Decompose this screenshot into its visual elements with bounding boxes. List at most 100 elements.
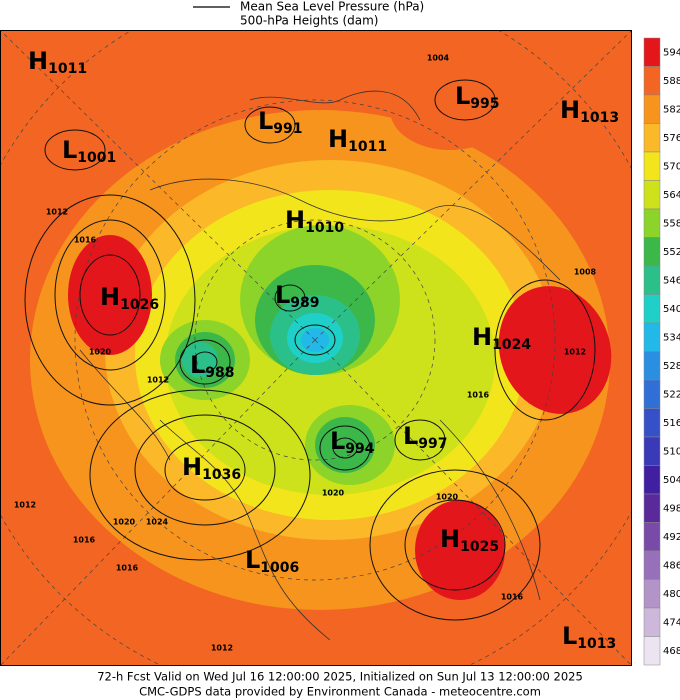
center-kind: L: [455, 82, 470, 110]
isobar-label: 1016: [74, 236, 97, 245]
center-value: 991: [273, 121, 302, 137]
center-kind: H: [285, 206, 305, 234]
center-kind: L: [330, 427, 345, 455]
center-kind: L: [258, 107, 273, 135]
color-swatch: [643, 465, 661, 495]
field: [415, 500, 505, 600]
color-swatch: [643, 636, 661, 666]
center-value: 997: [418, 436, 447, 452]
colorbar-label: 504: [663, 475, 680, 486]
isobar-label: 1012: [46, 208, 68, 217]
colorbar-label: 594: [663, 47, 680, 58]
center-value: 1013: [580, 110, 619, 126]
center-kind: H: [440, 525, 460, 553]
color-swatch: [643, 522, 661, 552]
field: [390, 70, 510, 150]
center-value: 1024: [492, 337, 531, 353]
isobar-label: 1020: [113, 518, 136, 527]
colorbar-label: 540: [663, 304, 680, 315]
pressure-center: H1025: [440, 525, 499, 555]
pressure-center: L995: [455, 82, 500, 112]
colorbar-label: 486: [663, 560, 680, 571]
legend-text: Mean Sea Level Pressure (hPa): [240, 0, 424, 14]
color-swatch: [643, 322, 661, 352]
color-swatch: [643, 579, 661, 609]
center-value: 1036: [202, 467, 241, 483]
pressure-center: H1013: [560, 96, 619, 126]
center-kind: H: [100, 283, 120, 311]
center-kind: L: [245, 546, 260, 574]
field: [315, 417, 375, 473]
color-swatch: [643, 408, 661, 438]
color-swatch: [643, 493, 661, 523]
color-swatch: [643, 37, 661, 67]
color-swatch: [643, 208, 661, 238]
pressure-center: L988: [190, 351, 235, 381]
center-value: 1011: [48, 61, 87, 77]
pressure-center: H1010: [285, 206, 344, 236]
isobar-label: 1016: [73, 536, 96, 545]
pressure-center: L1013: [562, 622, 616, 652]
isobar-label: 1012: [14, 501, 36, 510]
pressure-center: H1024: [472, 323, 531, 353]
colorbar-label: 564: [663, 190, 680, 201]
colorbar-label: 498: [663, 503, 680, 514]
colorbar-label: 546: [663, 275, 680, 286]
pressure-center: L989: [275, 281, 320, 311]
color-swatch: [643, 94, 661, 124]
colorbar-label: 570: [663, 161, 680, 172]
isobar-label: 1016: [501, 593, 524, 602]
center-value: 1026: [120, 297, 159, 313]
color-swatch: [643, 379, 661, 409]
colorbar-label: 582: [663, 104, 680, 115]
color-swatch: [643, 237, 661, 267]
center-value: 989: [290, 295, 319, 311]
center-kind: H: [472, 323, 492, 351]
footer-text: CMC-GDPS data provided by Environment Ca…: [139, 685, 541, 699]
center-value: 1010: [305, 220, 344, 236]
center-value: 988: [205, 365, 234, 381]
color-swatch: [643, 351, 661, 381]
center-kind: H: [328, 125, 348, 153]
color-swatch: [643, 294, 661, 324]
center-value: 1006: [260, 560, 299, 576]
isobar-label: 1016: [116, 564, 139, 573]
map-frame: [0, 30, 632, 666]
color-swatch: [643, 436, 661, 466]
colorbar-label: 558: [663, 218, 680, 229]
field: [182, 342, 218, 378]
color-swatch: [643, 123, 661, 153]
color-swatch: [643, 607, 661, 637]
isobar-label: 1020: [436, 493, 459, 502]
pressure-center: H1011: [328, 125, 387, 155]
isobar-label: 1008: [574, 268, 597, 277]
center-kind: L: [62, 136, 77, 164]
center-kind: L: [562, 622, 577, 650]
isobar-label: 1012: [147, 376, 169, 385]
colorbar-label: 522: [663, 389, 680, 400]
colorbar-label: 516: [663, 418, 680, 429]
center-kind: H: [560, 96, 580, 124]
colorbar-label: 528: [663, 361, 680, 372]
pressure-center: L997: [403, 422, 448, 452]
color-swatch: [643, 550, 661, 580]
isobar-label: 1024: [146, 518, 169, 527]
legend-text: 500-hPa Heights (dam): [240, 14, 378, 28]
colorbar-label: 576: [663, 133, 680, 144]
pressure-center: H1026: [100, 283, 159, 313]
pressure-center: L1001: [62, 136, 116, 166]
center-kind: L: [403, 422, 418, 450]
colorbar: 594 588 582 576 570 564 558 552 546 540 534 528 522 5…: [643, 37, 680, 666]
isobar-label: 1012: [211, 644, 233, 653]
center-value: 1001: [77, 150, 116, 166]
colorbar-label: 480: [663, 589, 680, 600]
colorbar-label: 468: [663, 646, 680, 657]
center-kind: L: [275, 281, 290, 309]
center-kind: H: [182, 453, 202, 481]
isobar-label: 1004: [427, 54, 450, 63]
isobar-label: 1020: [89, 348, 112, 357]
center-kind: L: [190, 351, 205, 379]
pressure-center: L991: [258, 107, 303, 137]
